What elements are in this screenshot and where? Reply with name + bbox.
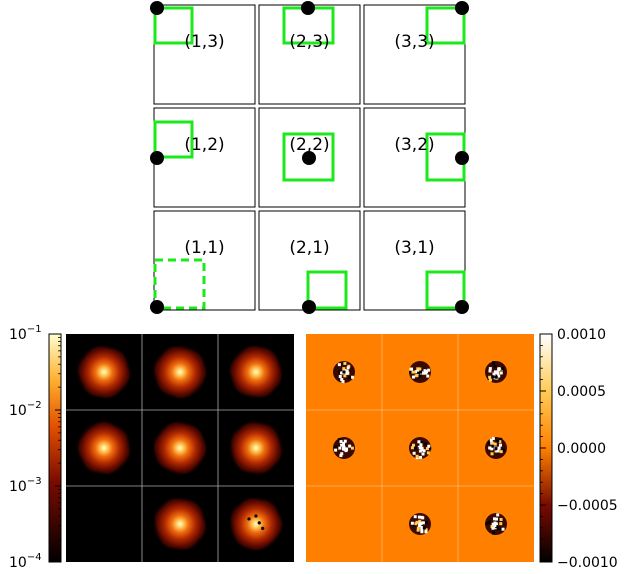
residual-blob [408,361,431,383]
position-dot [150,1,164,15]
residual-mosaic [306,334,534,562]
panel-2-2: (2,2) [258,107,361,208]
image-mosaic [66,334,294,562]
panel-1-3: (1,3) [150,1,256,105]
left-colorbar-gradient [48,333,62,563]
left-colorbar: 10−1 10−2 10−3 10−4 [9,324,62,571]
position-dot [455,1,469,15]
left-colorbar-tick-label: 10−3 [9,476,42,495]
residual-blob [485,361,507,383]
residual-blob [485,437,507,459]
right-colorbar-tick-label: 0.0000 [557,441,606,457]
residual-blob [485,513,507,535]
position-dot [150,151,164,165]
panel-label: (3,1) [394,238,434,258]
left-colorbar-tick-label: 10−1 [9,324,42,343]
psf-blob [76,344,132,400]
dashed-box [153,258,206,310]
panel-frame [258,4,361,105]
position-dot [455,300,469,314]
panel-frame [363,210,466,311]
psf-blob [228,344,284,400]
left-colorbar-tick-label: 10−2 [9,400,42,419]
panel-2-1: (2,1) [258,210,361,314]
right-colorbar-tick-label: 0.0010 [557,327,606,343]
panel-label: (1,3) [184,32,224,52]
right-colorbar-tick-label: −0.0010 [557,555,618,571]
box-outline [425,270,466,310]
box-outline [425,6,466,45]
psf-blob [228,496,284,552]
position-dot [302,300,316,314]
position-dot [302,151,316,165]
panel-label: (2,1) [289,238,329,258]
position-dot [150,300,164,314]
right-colorbar-tick-label: −0.0005 [557,498,618,514]
panel-frame [363,107,466,208]
panel-label: (3,2) [394,135,434,155]
psf-blob [152,344,208,400]
panel-2-3: (2,3) [258,1,361,105]
panel-1-1: (1,1) [150,210,256,314]
panel-frame [153,4,256,105]
position-dot [301,1,315,15]
panel-label: (2,3) [289,32,329,52]
panel-1-2: (1,2) [150,107,256,208]
psf-blob [152,496,208,552]
panel-3-2: (3,2) [363,107,469,208]
box-outline [153,6,194,45]
box-outline [282,132,335,182]
right-colorbar-tick-label: 0.0005 [557,384,606,400]
panel-label: (2,2) [289,135,329,155]
panel-frame [363,4,466,105]
position-grid: (1,3) (2,3) (3,3) (1,2) (2,2) (3,2) (1,1) (2,1)… [150,1,469,314]
right-colorbar: 0.0010 0.0005 0.0000 −0.0005 −0.0010 [539,327,618,571]
residual-blob [333,361,355,384]
panel-label: (1,1) [184,238,224,258]
residual-blob [409,513,431,535]
psf-blob [152,420,208,476]
left-colorbar-tick-label: 10−4 [9,552,42,571]
residual-blob [333,437,355,459]
panel-label: (1,2) [184,135,224,155]
panel-3-3: (3,3) [363,1,469,105]
psf-blob [76,420,132,476]
box-outline [153,120,194,159]
psf-blob [228,420,284,476]
residual-blob [409,437,432,460]
panel-label: (3,3) [394,32,434,52]
panel-3-1: (3,1) [363,210,469,314]
box-outline [306,270,348,310]
position-dot [455,151,469,165]
